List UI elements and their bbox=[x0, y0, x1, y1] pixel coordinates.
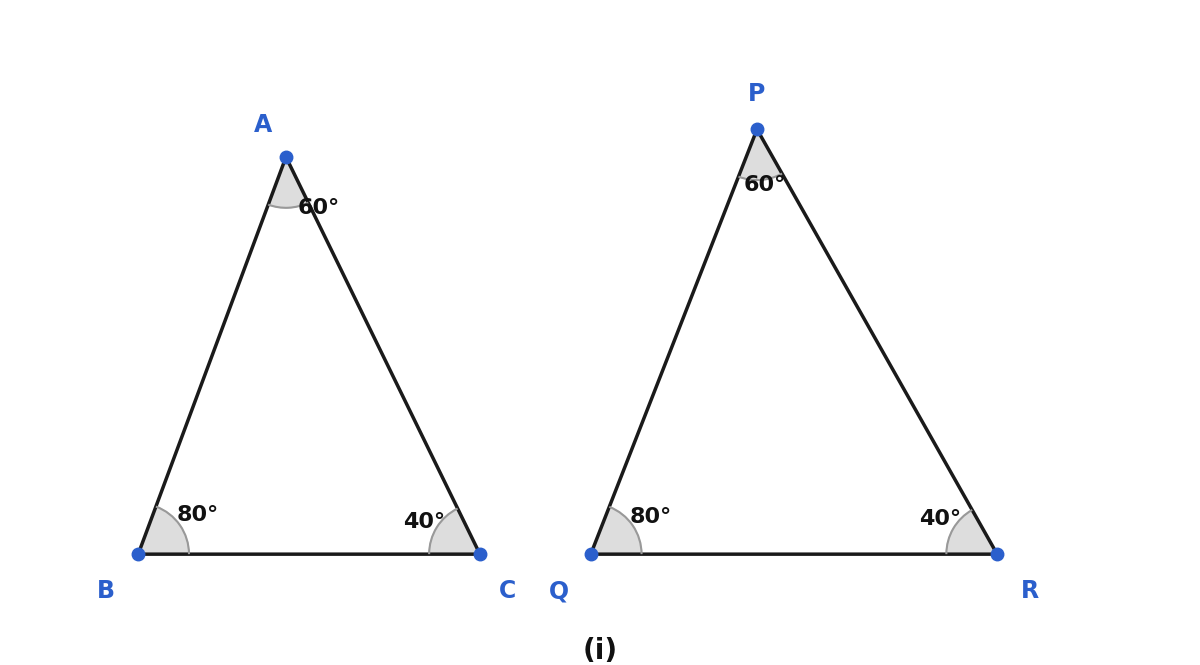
Polygon shape bbox=[138, 507, 188, 554]
Text: B: B bbox=[97, 579, 115, 603]
Polygon shape bbox=[430, 509, 480, 554]
Text: A: A bbox=[253, 112, 272, 137]
Text: (i): (i) bbox=[582, 637, 618, 665]
Text: 80°: 80° bbox=[630, 507, 672, 527]
Text: 80°: 80° bbox=[178, 505, 220, 525]
Polygon shape bbox=[269, 157, 308, 207]
Text: R: R bbox=[1020, 579, 1038, 603]
Text: 60°: 60° bbox=[298, 198, 340, 218]
Text: P: P bbox=[749, 82, 766, 106]
Text: 60°: 60° bbox=[743, 175, 786, 195]
Text: 40°: 40° bbox=[403, 512, 445, 532]
Text: Q: Q bbox=[548, 579, 569, 603]
Polygon shape bbox=[738, 129, 782, 180]
Text: 40°: 40° bbox=[919, 509, 961, 529]
Polygon shape bbox=[590, 507, 642, 554]
Polygon shape bbox=[947, 510, 997, 554]
Text: C: C bbox=[499, 579, 516, 603]
